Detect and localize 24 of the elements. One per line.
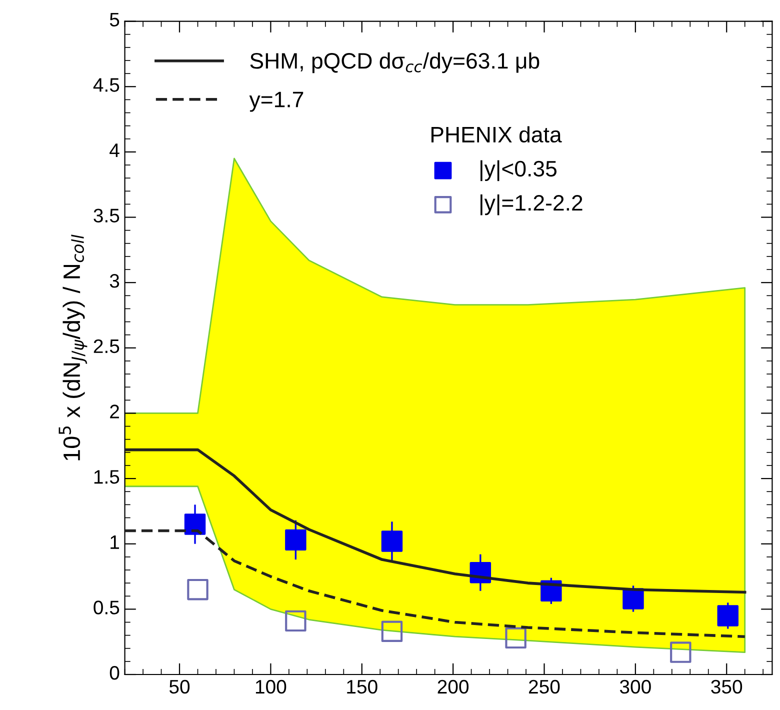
x-tick-label: 250 bbox=[529, 680, 560, 694]
y-tick-label: 2 bbox=[110, 404, 119, 418]
legend-label: |y|<0.35 bbox=[480, 160, 556, 182]
y-axis-title: 10$^{5}$ x (dN$_{J/ψ}$/dy) / N$_{coll}$ bbox=[58, 234, 88, 460]
legend-label: y=1.7 bbox=[249, 92, 304, 112]
y-tick-label: 4 bbox=[110, 144, 120, 157]
y-tick-label: 1 bbox=[110, 536, 119, 549]
y-tick-label: 3.5 bbox=[94, 208, 120, 222]
x-tick-label: 150 bbox=[347, 680, 378, 694]
y-tick-label: 2.5 bbox=[94, 339, 120, 354]
x-tick-label: 50 bbox=[169, 680, 190, 694]
x-tick-label: 100 bbox=[256, 680, 286, 694]
legend-label: |y|=1.2-2.2 bbox=[480, 194, 582, 216]
x-tick-label: 300 bbox=[620, 680, 651, 694]
y-tick-label: 4.5 bbox=[93, 78, 120, 92]
x-tick-label: 350 bbox=[711, 680, 742, 694]
y-tick-label: 1.5 bbox=[94, 470, 120, 484]
y-tick-label: 5 bbox=[110, 12, 120, 27]
x-tick-label: 200 bbox=[438, 680, 469, 694]
legend-label: SHM, pQCD dσ$_{cc}$/dy=63.1 μb bbox=[250, 52, 540, 74]
y-tick-label: 0.5 bbox=[94, 600, 120, 614]
y-tick-label: 3 bbox=[110, 274, 120, 288]
y-tick-label: 0 bbox=[110, 666, 120, 680]
legend-title: PHENIX data bbox=[431, 126, 562, 143]
